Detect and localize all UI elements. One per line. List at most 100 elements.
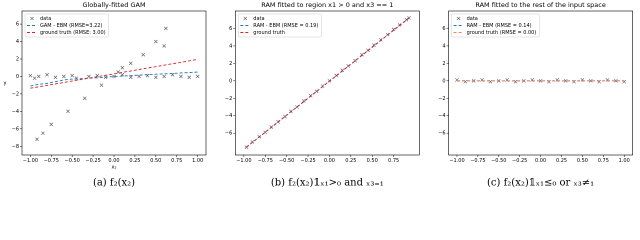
x-tick-label: 1.00 bbox=[619, 158, 630, 164]
data-point bbox=[154, 39, 158, 44]
data-point bbox=[195, 74, 200, 79]
y-tick-label: 0 bbox=[442, 78, 445, 84]
legend-label: GAM - EBM (RMSE=3.22) bbox=[40, 23, 102, 29]
data-point bbox=[62, 74, 66, 79]
y-tick-label: −6 bbox=[438, 131, 445, 137]
x-tick-label: −0.50 bbox=[279, 158, 294, 164]
x-tick-label: −0.25 bbox=[85, 158, 100, 164]
x-tick-label: 0.00 bbox=[324, 158, 335, 164]
legend-label: data bbox=[40, 16, 51, 22]
data-point bbox=[41, 131, 45, 135]
data-point bbox=[112, 74, 116, 79]
data-point bbox=[179, 74, 183, 79]
y-tick-label: −2 bbox=[438, 96, 445, 102]
x-tick-label: −0.50 bbox=[65, 158, 80, 164]
data-point bbox=[154, 75, 158, 80]
legend-box bbox=[238, 13, 322, 38]
y-tick-label: 6 bbox=[16, 22, 19, 28]
legend-box bbox=[24, 13, 109, 38]
legend-label: data bbox=[467, 16, 478, 22]
y-tick-label: −6 bbox=[12, 126, 19, 132]
x-tick-label: 0.75 bbox=[598, 158, 609, 164]
y-tick-label: −6 bbox=[225, 131, 232, 137]
x-tick-label: −0.25 bbox=[512, 158, 527, 164]
x-tick-label: −1.00 bbox=[236, 158, 251, 164]
y-tick-label: −8 bbox=[12, 144, 19, 150]
data-point bbox=[28, 73, 33, 78]
data-point bbox=[141, 52, 146, 57]
data-point bbox=[35, 137, 39, 142]
x-tick-label: 0.25 bbox=[345, 158, 356, 164]
y-tick-label: 6 bbox=[229, 26, 232, 32]
data-point bbox=[36, 74, 41, 79]
data-point bbox=[70, 73, 74, 78]
legend-box bbox=[451, 13, 540, 38]
y-tick-label: −2 bbox=[225, 96, 232, 102]
chart-title: Globally-fitted GAM bbox=[82, 1, 145, 9]
data-point bbox=[538, 79, 543, 83]
x-tick-label: −0.75 bbox=[44, 158, 59, 164]
line-series bbox=[30, 71, 198, 87]
x-tick-label: 0.00 bbox=[108, 158, 119, 164]
y-tick-label: 6 bbox=[442, 26, 445, 32]
y-tick-label: 0 bbox=[16, 74, 19, 80]
data-point bbox=[128, 75, 133, 80]
data-point bbox=[120, 65, 125, 70]
y-tick-label: 4 bbox=[442, 43, 445, 49]
x-tick-label: −0.75 bbox=[470, 158, 485, 164]
x-tick-label: −1.00 bbox=[449, 158, 464, 164]
y-tick-label: −4 bbox=[12, 109, 19, 115]
y-tick-label: 2 bbox=[229, 61, 232, 67]
x-tick-label: 0.00 bbox=[535, 158, 546, 164]
data-point bbox=[391, 27, 396, 32]
line-series bbox=[246, 17, 410, 148]
y-tick-label: −4 bbox=[225, 113, 232, 119]
legend-label: RAM - EBM (RMSE = 0.14) bbox=[467, 23, 532, 29]
data-point bbox=[614, 79, 618, 83]
y-tick-label: 4 bbox=[229, 43, 232, 49]
chart-title: RAM fitted to the rest of the input spac… bbox=[475, 1, 606, 9]
figure: Globally-fitted GAM x₂ y −1.00 −0.75 −0.50 −0.… bbox=[4, 1, 633, 189]
caption: (c) f₂(x₂)𝟙ₓ₁≤₀ or ₓ₃≠₁ bbox=[487, 178, 594, 189]
data-point bbox=[128, 61, 133, 66]
x-tick-label: 0.50 bbox=[150, 158, 161, 164]
data-point bbox=[162, 44, 166, 48]
data-point bbox=[99, 83, 104, 87]
y-tick-label: 2 bbox=[16, 57, 19, 63]
data-point bbox=[162, 74, 166, 79]
x-tick-label: 0.75 bbox=[171, 158, 182, 164]
legend-label: ground truth (RMSE = 0.00) bbox=[467, 30, 537, 36]
data-point bbox=[53, 75, 58, 80]
data-point bbox=[82, 96, 87, 101]
x-tick-label: 1.00 bbox=[192, 158, 203, 164]
x-tick-label: −0.25 bbox=[300, 158, 315, 164]
legend-label: ground truth (RMSE: 3.00) bbox=[40, 30, 106, 36]
y-axis-label: y bbox=[4, 81, 7, 87]
data-point bbox=[164, 26, 168, 31]
y-tick-label: 4 bbox=[16, 39, 19, 45]
data-point bbox=[563, 79, 568, 83]
legend-label: RAM - EBM (RMSE = 0.19) bbox=[253, 23, 318, 29]
y-tick-label: −4 bbox=[438, 113, 445, 119]
data-point bbox=[187, 75, 192, 80]
x-tick-label: −0.75 bbox=[258, 158, 273, 164]
caption: (b) f₂(x₂)𝟙ₓ₁>₀ and ₓ₃₌₁ bbox=[271, 178, 384, 189]
legend-label: ground truth bbox=[253, 30, 285, 36]
data-point bbox=[66, 109, 70, 114]
x-tick-label: 0.50 bbox=[577, 158, 588, 164]
y-tick-label: −2 bbox=[12, 91, 19, 97]
data-point bbox=[588, 79, 593, 83]
legend-marker bbox=[243, 16, 248, 21]
plot-frame bbox=[235, 10, 420, 156]
legend-marker bbox=[30, 16, 34, 21]
data-point bbox=[45, 72, 49, 77]
chart-title: RAM fitted to region x1 > 0 and x3 == 1 bbox=[261, 1, 393, 9]
x-tick-label: 0.50 bbox=[367, 158, 378, 164]
y-tick-label: 2 bbox=[442, 61, 445, 67]
x-tick-label: −0.50 bbox=[491, 158, 506, 164]
line-series bbox=[30, 58, 198, 89]
legend-marker bbox=[456, 16, 461, 21]
caption: (a) f₂(x₂) bbox=[93, 178, 135, 189]
data-point bbox=[49, 122, 54, 127]
x-tick-label: 0.75 bbox=[388, 158, 399, 164]
